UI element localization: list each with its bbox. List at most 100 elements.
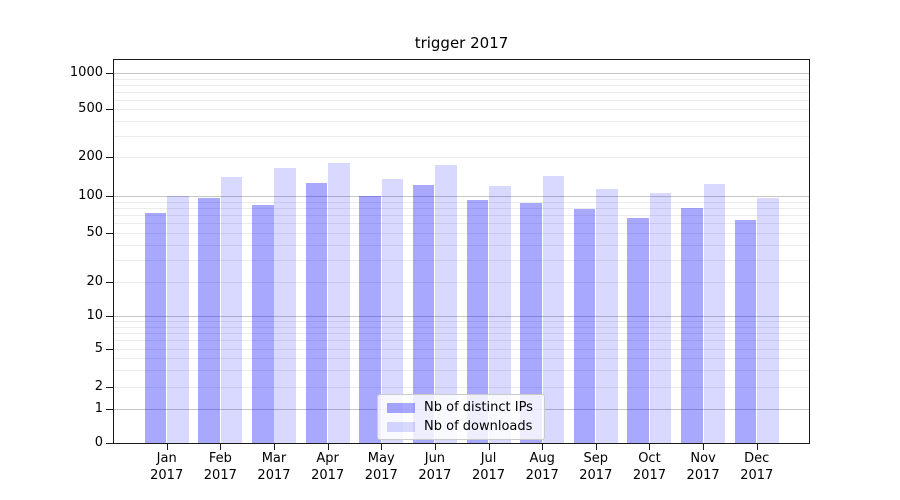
bar-distinct-ips bbox=[359, 196, 381, 443]
x-tick-label: Jul 2017 bbox=[457, 450, 521, 484]
y-tick-mark bbox=[106, 409, 113, 410]
bar-distinct-ips bbox=[198, 198, 220, 443]
bar-distinct-ips bbox=[681, 208, 703, 443]
x-tick-mark bbox=[595, 444, 597, 450]
y-gridline-minor bbox=[114, 321, 809, 323]
y-tick-label: 10 bbox=[86, 308, 103, 323]
x-tick-mark bbox=[273, 444, 275, 450]
x-tick-label: Apr 2017 bbox=[296, 450, 360, 484]
x-label-year: 2017 bbox=[525, 468, 559, 483]
bar-distinct-ips bbox=[144, 212, 167, 443]
legend-swatch-distinct-ips bbox=[387, 402, 415, 413]
bar-distinct-ips bbox=[627, 217, 650, 443]
x-tick-label: Jan 2017 bbox=[135, 450, 199, 484]
y-gridline-minor bbox=[114, 245, 809, 247]
x-label-year: 2017 bbox=[257, 468, 291, 483]
y-gridline-minor bbox=[114, 215, 809, 217]
y-gridline-minor bbox=[114, 91, 809, 93]
x-label-year: 2017 bbox=[740, 468, 774, 483]
x-tick-label: Dec 2017 bbox=[725, 450, 789, 484]
y-gridline-minor bbox=[114, 109, 809, 111]
y-gridline-minor bbox=[114, 233, 809, 235]
y-tick-mark bbox=[106, 281, 113, 283]
y-tick-label: 20 bbox=[86, 273, 103, 289]
x-label-month: Aug bbox=[529, 451, 555, 466]
bar-distinct-ips bbox=[573, 208, 596, 443]
x-label-month: Jul bbox=[480, 451, 497, 466]
x-tick-label: May 2017 bbox=[349, 450, 413, 484]
x-label-month: Sep bbox=[583, 451, 609, 466]
bar-downloads bbox=[167, 196, 189, 443]
bar-downloads bbox=[649, 192, 672, 443]
x-label-year: 2017 bbox=[150, 468, 184, 483]
x-label-month: Dec bbox=[744, 451, 770, 466]
x-tick-label: Oct 2017 bbox=[617, 450, 681, 484]
x-label-month: Jan bbox=[156, 451, 177, 466]
y-tick-mark bbox=[106, 233, 113, 235]
y-gridline-minor bbox=[114, 84, 809, 86]
bar-distinct-ips bbox=[520, 202, 542, 443]
y-gridline-minor bbox=[114, 99, 809, 101]
y-gridline-minor bbox=[114, 223, 809, 225]
bar-downloads bbox=[274, 168, 296, 443]
y-tick-mark bbox=[106, 109, 113, 111]
y-tick-label: 5 bbox=[94, 341, 103, 356]
y-gridline-minor bbox=[114, 340, 809, 342]
y-gridline-minor bbox=[114, 201, 809, 203]
y-tick-mark bbox=[106, 156, 113, 158]
x-tick-mark bbox=[542, 444, 544, 450]
x-label-month: May bbox=[367, 451, 395, 466]
y-gridline-minor bbox=[114, 386, 809, 388]
y-tick-label: 200 bbox=[78, 148, 103, 164]
y-tick-label: 1000 bbox=[69, 65, 103, 81]
y-tick-mark bbox=[106, 196, 113, 197]
legend-label-distinct-ips: Nb of distinct IPs bbox=[424, 400, 533, 415]
x-tick-mark bbox=[381, 444, 383, 450]
x-label-year: 2017 bbox=[203, 468, 237, 483]
x-tick-label: Feb 2017 bbox=[188, 450, 252, 484]
y-gridline-minor bbox=[114, 260, 809, 262]
y-tick-label: 50 bbox=[86, 225, 103, 241]
y-gridline-minor bbox=[114, 120, 809, 122]
x-tick-mark bbox=[166, 444, 168, 450]
y-tick-label: 500 bbox=[78, 101, 103, 117]
x-label-year: 2017 bbox=[632, 468, 666, 483]
x-label-month: Apr bbox=[316, 451, 339, 466]
legend-swatch-downloads bbox=[387, 421, 415, 432]
x-label-year: 2017 bbox=[364, 468, 398, 483]
y-tick-mark bbox=[106, 443, 113, 445]
x-tick-mark bbox=[434, 444, 436, 450]
y-tick-mark bbox=[106, 386, 113, 388]
x-label-year: 2017 bbox=[418, 468, 452, 483]
y-gridline-minor bbox=[114, 358, 809, 360]
x-label-month: Nov bbox=[690, 451, 716, 466]
x-tick-label: Mar 2017 bbox=[242, 450, 306, 484]
bar-downloads bbox=[542, 176, 565, 443]
y-gridline-minor bbox=[114, 281, 809, 283]
bar-downloads bbox=[703, 184, 726, 443]
y-tick-label: 0 bbox=[94, 435, 103, 451]
bar-distinct-ips bbox=[412, 185, 435, 443]
y-gridline-minor bbox=[114, 208, 809, 209]
x-label-year: 2017 bbox=[686, 468, 720, 483]
bar-distinct-ips bbox=[734, 220, 757, 443]
x-tick-label: Nov 2017 bbox=[671, 450, 735, 484]
x-tick-mark bbox=[703, 444, 705, 450]
bar-downloads bbox=[435, 164, 457, 443]
y-tick-mark bbox=[106, 316, 113, 317]
y-tick-mark bbox=[106, 349, 113, 350]
y-gridline-minor bbox=[114, 370, 809, 372]
bar-downloads bbox=[328, 162, 350, 443]
x-tick-mark bbox=[756, 444, 758, 450]
chart-title: trigger 2017 bbox=[414, 34, 509, 52]
bar-downloads bbox=[381, 179, 404, 443]
bar-distinct-ips bbox=[466, 199, 489, 443]
y-tick-label: 100 bbox=[78, 188, 103, 203]
legend: Nb of distinct IPs Nb of downloads bbox=[377, 394, 545, 440]
x-label-month: Feb bbox=[208, 451, 232, 466]
x-tick-label: Jun 2017 bbox=[403, 450, 467, 484]
bar-downloads bbox=[220, 176, 243, 443]
y-gridline-minor bbox=[114, 349, 809, 350]
bar-distinct-ips bbox=[305, 183, 328, 443]
